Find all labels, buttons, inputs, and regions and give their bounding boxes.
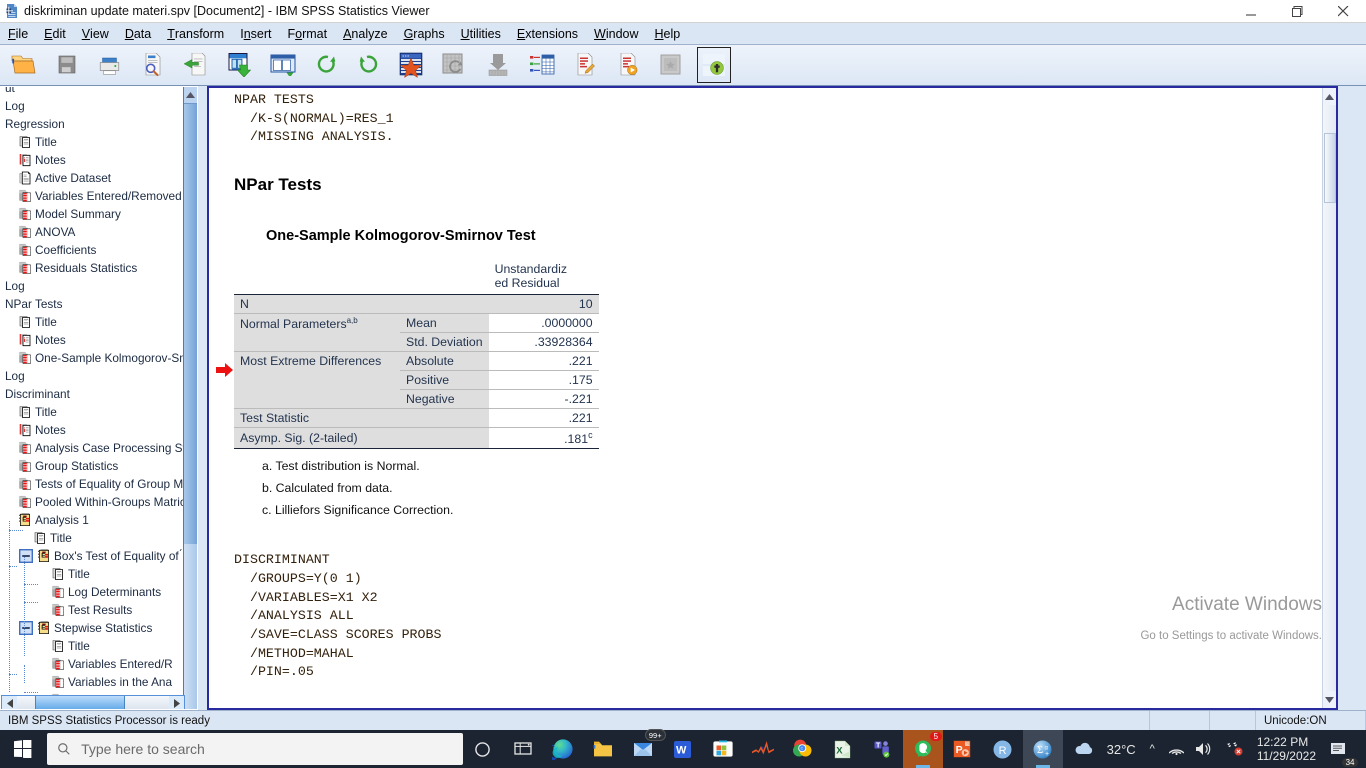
svg-text:T: T [876,742,881,749]
svg-text:W: W [676,744,687,756]
svg-text:R: R [999,745,1007,757]
svg-text:P: P [956,744,963,756]
svg-text:Σ: Σ [1037,745,1043,756]
svg-text:+: + [1045,751,1049,758]
svg-text:X: X [836,745,843,756]
